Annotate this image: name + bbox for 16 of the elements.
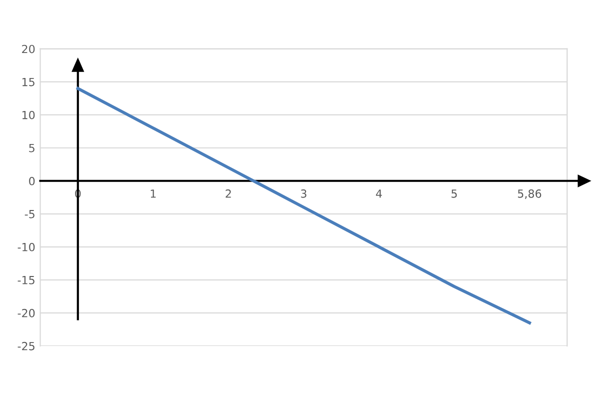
y-tick-label: -5 (24, 210, 34, 218)
y-tick-label: -15 (18, 276, 34, 284)
x-tick-label: 4 (376, 190, 382, 198)
x-tick-label: 3 (301, 189, 306, 198)
x-tick-label: 1 (150, 190, 156, 198)
y-tick-label: -10 (18, 242, 35, 252)
x-tick-label: 5,86 (518, 189, 542, 199)
y-tick-label: 5 (29, 144, 34, 152)
y-tick-label: 15 (22, 78, 34, 86)
y-tick-label: 0 (29, 176, 35, 186)
y-tick-label: -20 (18, 308, 35, 318)
y-tick-label: -25 (18, 342, 34, 350)
x-tick-label: 2 (226, 189, 231, 198)
y-tick-label: 10 (22, 110, 35, 120)
y-tick-label: 20 (22, 44, 35, 54)
x-tick-label: 5 (452, 190, 457, 198)
